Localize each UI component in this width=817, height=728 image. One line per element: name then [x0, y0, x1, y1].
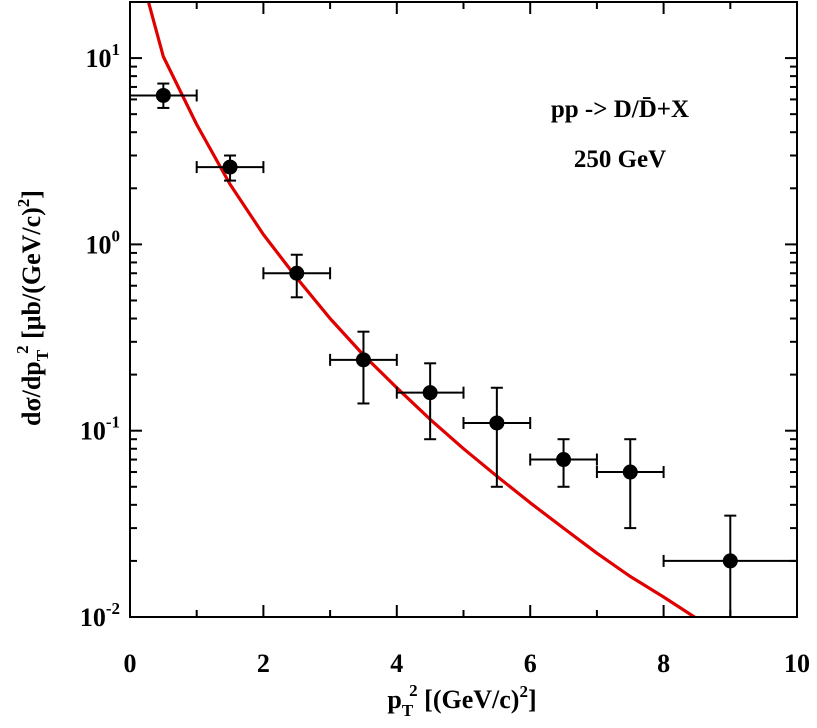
data-point: [355, 352, 371, 368]
y-tick-label-exponent: 1: [112, 40, 121, 59]
x-axis-title-sub: T: [402, 701, 414, 720]
x-tick-label: 0: [124, 649, 137, 678]
data-point: [622, 464, 638, 480]
y-tick-label-base: 10: [86, 230, 112, 259]
y-tick-label: 10-2: [80, 599, 120, 632]
plot-frame: [129, 1, 798, 618]
data-point: [155, 87, 171, 103]
data-point-group: [595, 438, 665, 530]
y-tick-label: 101: [86, 40, 121, 73]
x-tick-label: 2: [257, 649, 270, 678]
text-layer: pp -> D/D̄+X 250 GeV pT2 [(GeV/c)2] dσ/d…: [13, 96, 689, 720]
x-tick-label: 6: [524, 649, 537, 678]
y-tick-label-base: 10: [80, 417, 106, 446]
data-point-group: [395, 362, 465, 441]
x-tick-label: 4: [390, 649, 403, 678]
data-point-group: [662, 514, 798, 618]
y-tick-label-exponent: 0: [112, 226, 121, 245]
x-axis-title-sup: 2: [409, 681, 418, 700]
data-point: [222, 159, 238, 175]
y-axis-title-close: ]: [17, 190, 46, 199]
annotation-process: pp -> D/D̄+X: [551, 96, 689, 123]
x-tick-label: 10: [784, 649, 810, 678]
data-point: [422, 385, 438, 401]
plot-layer: [129, 2, 798, 618]
y-tick-label-base: 10: [80, 603, 106, 632]
data-point: [556, 452, 572, 468]
data-point-group: [462, 386, 532, 488]
y-tick-label-exponent: -1: [106, 413, 120, 432]
x-axis-title-unit: [(GeV/c): [418, 685, 520, 714]
x-axis-title-unit-sup: 2: [519, 682, 528, 701]
data-point-group: [262, 253, 332, 299]
data-point: [289, 265, 305, 281]
annotation-energy: 250 GeV: [574, 146, 666, 173]
y-axis-title-pre: dσ/dp: [17, 361, 46, 426]
data-point-group: [329, 330, 398, 405]
y-tick-label: 10-1: [80, 413, 120, 446]
y-tick-label-exponent: -2: [106, 599, 120, 618]
y-tick-label: 100: [86, 226, 121, 259]
x-axis-title-main: p: [387, 685, 401, 714]
x-tick-label: 8: [657, 649, 670, 678]
y-tick-label-base: 10: [86, 44, 112, 73]
y-axis-title-unit: [μb/(GeV/c): [17, 207, 46, 345]
data-point: [489, 415, 505, 431]
data-point-group: [195, 154, 265, 182]
x-axis-title-close: ]: [528, 685, 537, 714]
y-axis-title: dσ/dpT2 [μb/(GeV/c)2]: [13, 190, 52, 426]
y-axis-title-sub: T: [33, 349, 52, 361]
data-point: [722, 553, 738, 569]
x-axis-title: pT2 [(GeV/c)2]: [387, 681, 536, 720]
y-axis-title-sup: 2: [13, 345, 32, 354]
y-axis-title-unit-sup: 2: [14, 199, 33, 208]
data-point-group: [529, 438, 598, 488]
